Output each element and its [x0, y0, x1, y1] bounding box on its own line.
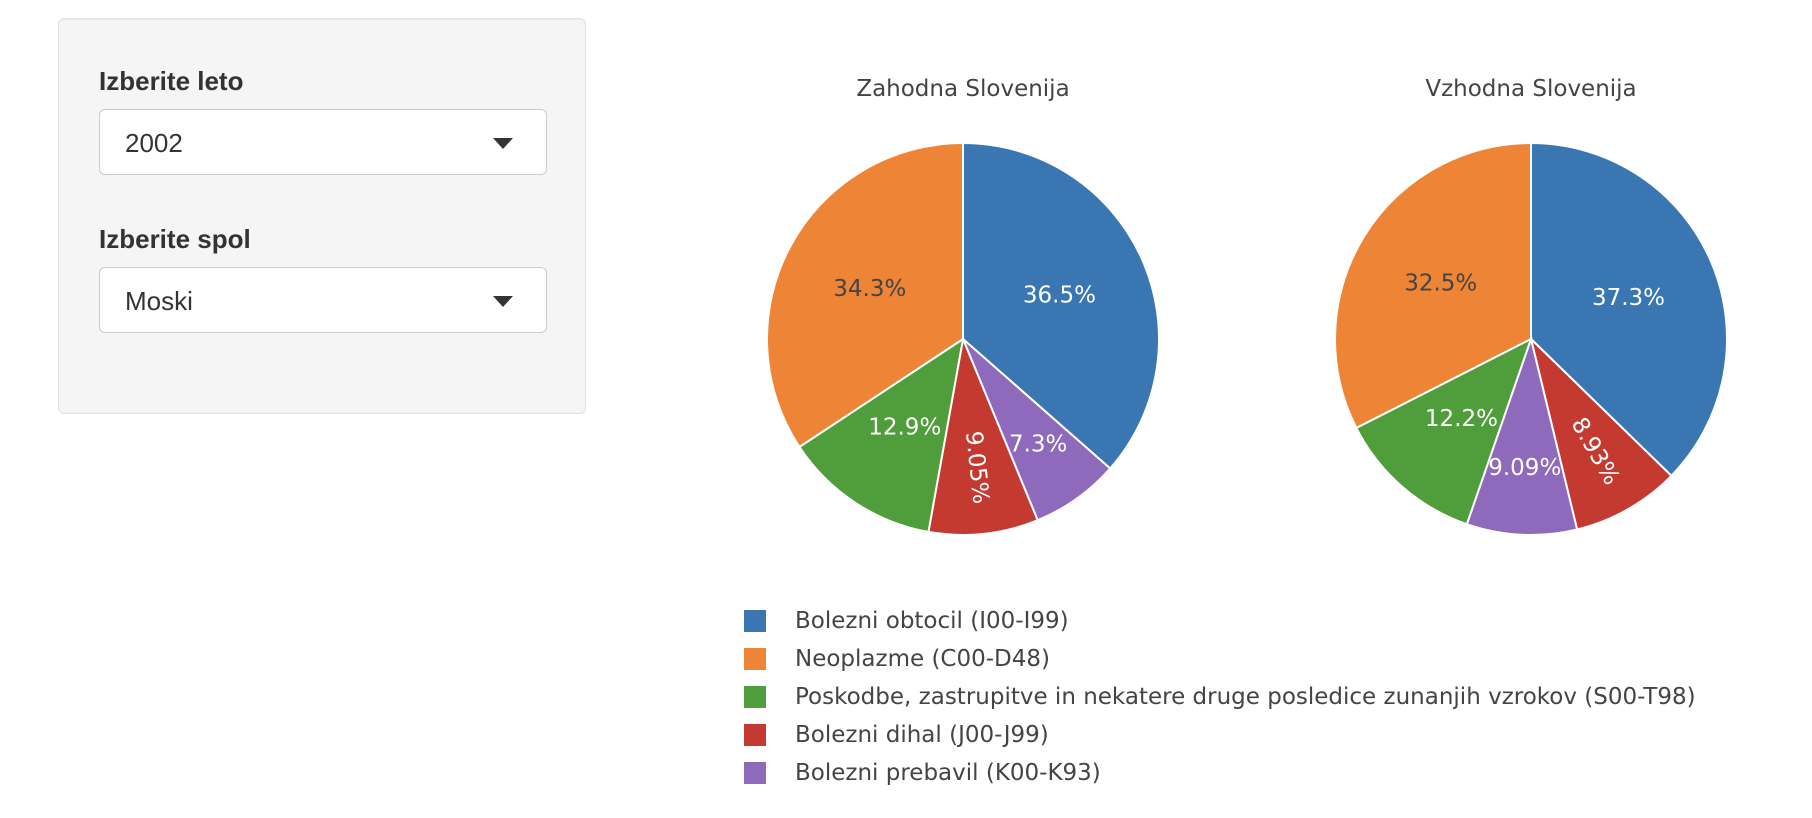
slice-label: 7.3% — [1009, 431, 1067, 457]
pie-slice[interactable] — [927, 335, 1039, 536]
pie-slice[interactable] — [1465, 335, 1579, 536]
pie-slice[interactable] — [765, 141, 964, 449]
pie-slice[interactable] — [962, 141, 1160, 470]
year-select-value: 2002 — [125, 128, 183, 158]
slice-label: 34.3% — [833, 276, 906, 302]
slice-label: 37.3% — [1592, 285, 1665, 311]
legend-item[interactable]: Bolezni dihal (J00-J99) — [795, 722, 1049, 748]
sex-select-value: Moski — [125, 286, 193, 316]
legend-swatch[interactable] — [744, 724, 766, 746]
legend-swatch[interactable] — [744, 648, 766, 670]
legend-item[interactable]: Poskodbe, zastrupitve in nekatere druge … — [795, 684, 1696, 710]
pie-title-1: Zahodna Slovenija — [856, 76, 1069, 102]
slice-label: 12.2% — [1425, 406, 1498, 432]
legend-swatch[interactable] — [744, 610, 766, 632]
slice-label: 12.9% — [868, 414, 941, 440]
sidebar-panel: Izberite leto 2002 Izberite spol Moski — [58, 18, 586, 414]
legend-item[interactable]: Neoplazme (C00-D48) — [795, 646, 1050, 672]
legend-item[interactable]: Bolezni prebavil (K00-K93) — [795, 760, 1101, 786]
sex-select[interactable]: Moski — [99, 267, 547, 333]
pie-slice[interactable] — [798, 336, 965, 534]
chevron-down-icon — [493, 138, 513, 149]
year-label: Izberite leto — [99, 66, 244, 96]
chevron-down-icon — [493, 296, 513, 307]
pie-slice[interactable] — [1334, 141, 1532, 430]
legend-item[interactable]: Bolezni obtocil (I00-I99) — [795, 608, 1069, 634]
legend-swatch[interactable] — [744, 762, 766, 784]
pie-title-2: Vzhodna Slovenija — [1425, 76, 1636, 102]
slice-label: 9.09% — [1488, 455, 1561, 481]
slice-label: 36.5% — [1023, 282, 1096, 308]
pie-slice[interactable] — [1354, 336, 1533, 526]
sex-label: Izberite spol — [99, 224, 251, 254]
slice-label: 32.5% — [1404, 271, 1477, 297]
legend-swatch[interactable] — [744, 686, 766, 708]
year-select[interactable]: 2002 — [99, 109, 547, 175]
pie-slice[interactable] — [1530, 141, 1728, 478]
